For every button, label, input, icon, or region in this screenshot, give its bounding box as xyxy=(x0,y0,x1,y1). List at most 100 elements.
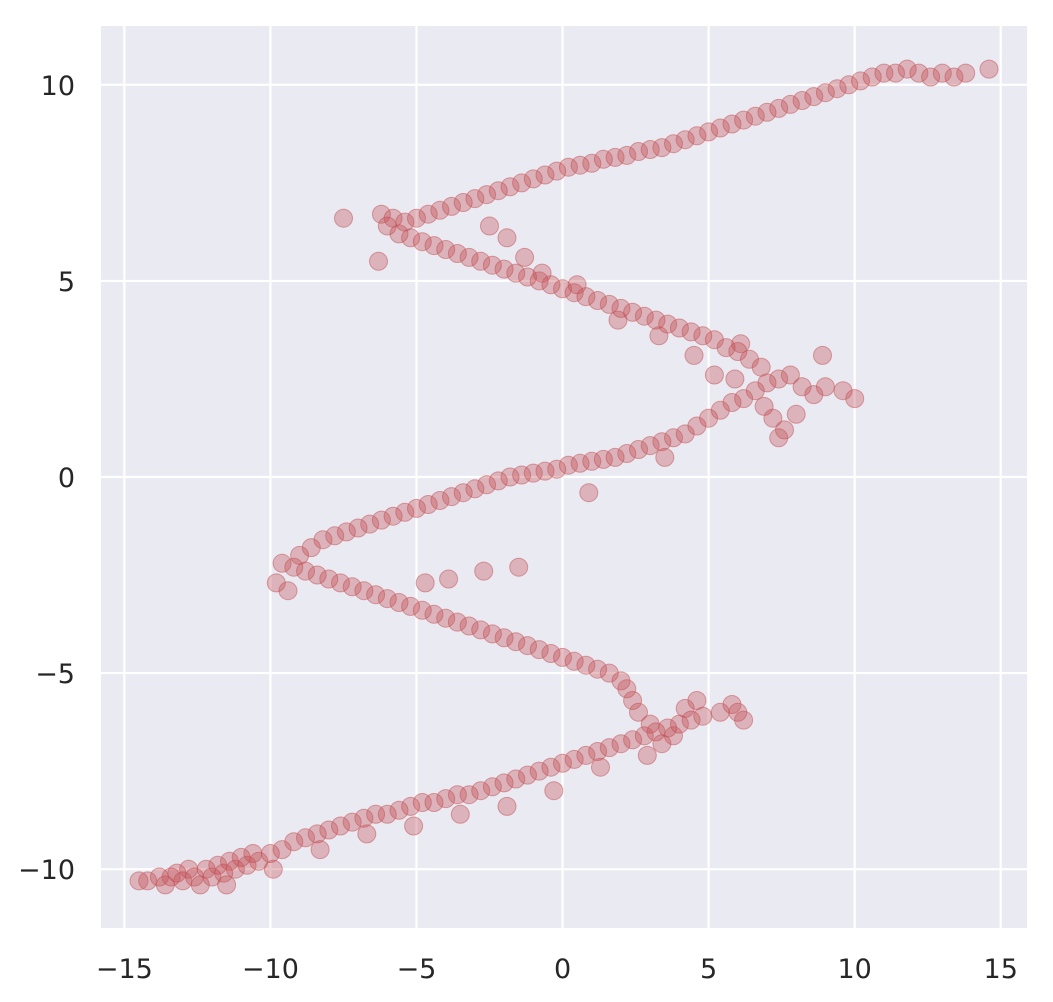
scatter-point xyxy=(731,334,751,354)
scatter-point xyxy=(547,161,567,181)
scatter-point xyxy=(687,126,707,146)
scatter-point xyxy=(553,279,572,299)
scatter-point xyxy=(488,181,508,201)
x-tick-label: −15 xyxy=(96,954,153,985)
scatter-point xyxy=(564,749,584,769)
scatter-point xyxy=(494,628,514,648)
scatter-point xyxy=(780,94,800,114)
scatter-point xyxy=(567,275,587,295)
scatter-point xyxy=(769,98,789,118)
y-tick-label: −5 xyxy=(35,659,75,690)
scatter-point xyxy=(482,255,502,275)
scatter-point xyxy=(436,608,456,628)
scatter-point xyxy=(482,777,502,797)
scatter-point xyxy=(477,185,497,205)
scatter-point xyxy=(404,816,424,836)
scatter-point xyxy=(412,793,432,812)
scatter-point xyxy=(544,781,564,801)
scatter-point xyxy=(436,789,456,809)
scatter-point xyxy=(334,208,353,228)
scatter-point xyxy=(506,769,526,789)
scatter-point xyxy=(722,695,742,714)
scatter-point xyxy=(465,479,485,499)
scatter-point xyxy=(523,463,543,483)
scatter-point xyxy=(436,240,456,259)
scatter-point xyxy=(263,859,283,879)
scatter-point xyxy=(424,236,444,256)
scatter-point xyxy=(710,118,730,138)
scatter-point xyxy=(897,59,917,79)
scatter-point xyxy=(728,342,748,361)
scatter-point xyxy=(547,459,567,479)
scatter-point xyxy=(579,483,599,503)
scatter-point xyxy=(389,593,409,612)
scatter-point xyxy=(629,142,648,161)
scatter-point xyxy=(518,267,537,287)
scatter-point xyxy=(325,526,345,546)
scatter-point xyxy=(541,644,561,663)
y-tick-labels: −10 −5 0 5 10 xyxy=(18,71,75,886)
scatter-point xyxy=(637,745,657,765)
scatter-point xyxy=(617,679,637,699)
scatter-point xyxy=(813,345,832,365)
scatter-point xyxy=(716,338,736,358)
scatter-point xyxy=(497,228,517,248)
scatter-point xyxy=(582,451,602,471)
scatter-point xyxy=(734,389,754,409)
scatter-point xyxy=(909,63,929,83)
scatter-point xyxy=(307,565,327,585)
scatter-point xyxy=(786,404,806,424)
scatter-point xyxy=(611,734,631,754)
scatter-point xyxy=(447,244,467,263)
scatter-point xyxy=(377,589,397,609)
scatter-point xyxy=(704,330,724,350)
scatter-point xyxy=(769,428,789,448)
scatter-point xyxy=(605,147,625,167)
scatter-point xyxy=(518,636,537,656)
scatter-point xyxy=(471,620,491,640)
scatter-point xyxy=(494,773,514,793)
scatter-point xyxy=(442,487,461,507)
scatter-point xyxy=(699,122,719,142)
scatter-point xyxy=(217,875,237,895)
scatter-point xyxy=(342,577,362,597)
scatter-point xyxy=(529,271,549,291)
scatter-point xyxy=(509,557,529,577)
scatter-point xyxy=(474,561,494,581)
scatter-point xyxy=(354,581,374,601)
scatter-point xyxy=(655,447,675,467)
scatter-point xyxy=(214,863,234,883)
scatter-point xyxy=(401,596,421,616)
y-tick-label: −10 xyxy=(18,855,75,886)
scatter-point xyxy=(570,155,590,175)
scatter-point xyxy=(605,447,625,467)
scatter-point xyxy=(754,396,774,416)
scatter-point xyxy=(617,444,637,463)
scatter-point xyxy=(161,867,181,887)
scatter-point xyxy=(447,785,467,805)
scatter-point xyxy=(693,326,713,346)
scatter-point xyxy=(558,455,578,475)
scatter-point xyxy=(944,67,964,87)
scatter-point xyxy=(418,204,438,224)
scatter-point xyxy=(564,283,584,303)
scatter-point xyxy=(284,557,304,577)
scatter-point xyxy=(307,824,327,844)
scatter-point xyxy=(447,612,467,632)
scatter-point xyxy=(430,200,450,220)
scatter-point xyxy=(296,828,315,848)
scatter-point xyxy=(500,177,520,197)
scatter-point xyxy=(477,475,497,495)
scatter-point xyxy=(407,498,426,518)
scatter-point xyxy=(769,369,789,389)
scatter-point xyxy=(249,851,269,871)
scatter-point xyxy=(278,581,298,601)
scatter-point xyxy=(611,671,631,691)
scatter-point xyxy=(932,63,952,83)
scatter-point xyxy=(439,569,459,589)
scatter-point xyxy=(395,212,415,232)
scatter-point xyxy=(357,824,377,844)
scatter-point xyxy=(675,698,695,718)
